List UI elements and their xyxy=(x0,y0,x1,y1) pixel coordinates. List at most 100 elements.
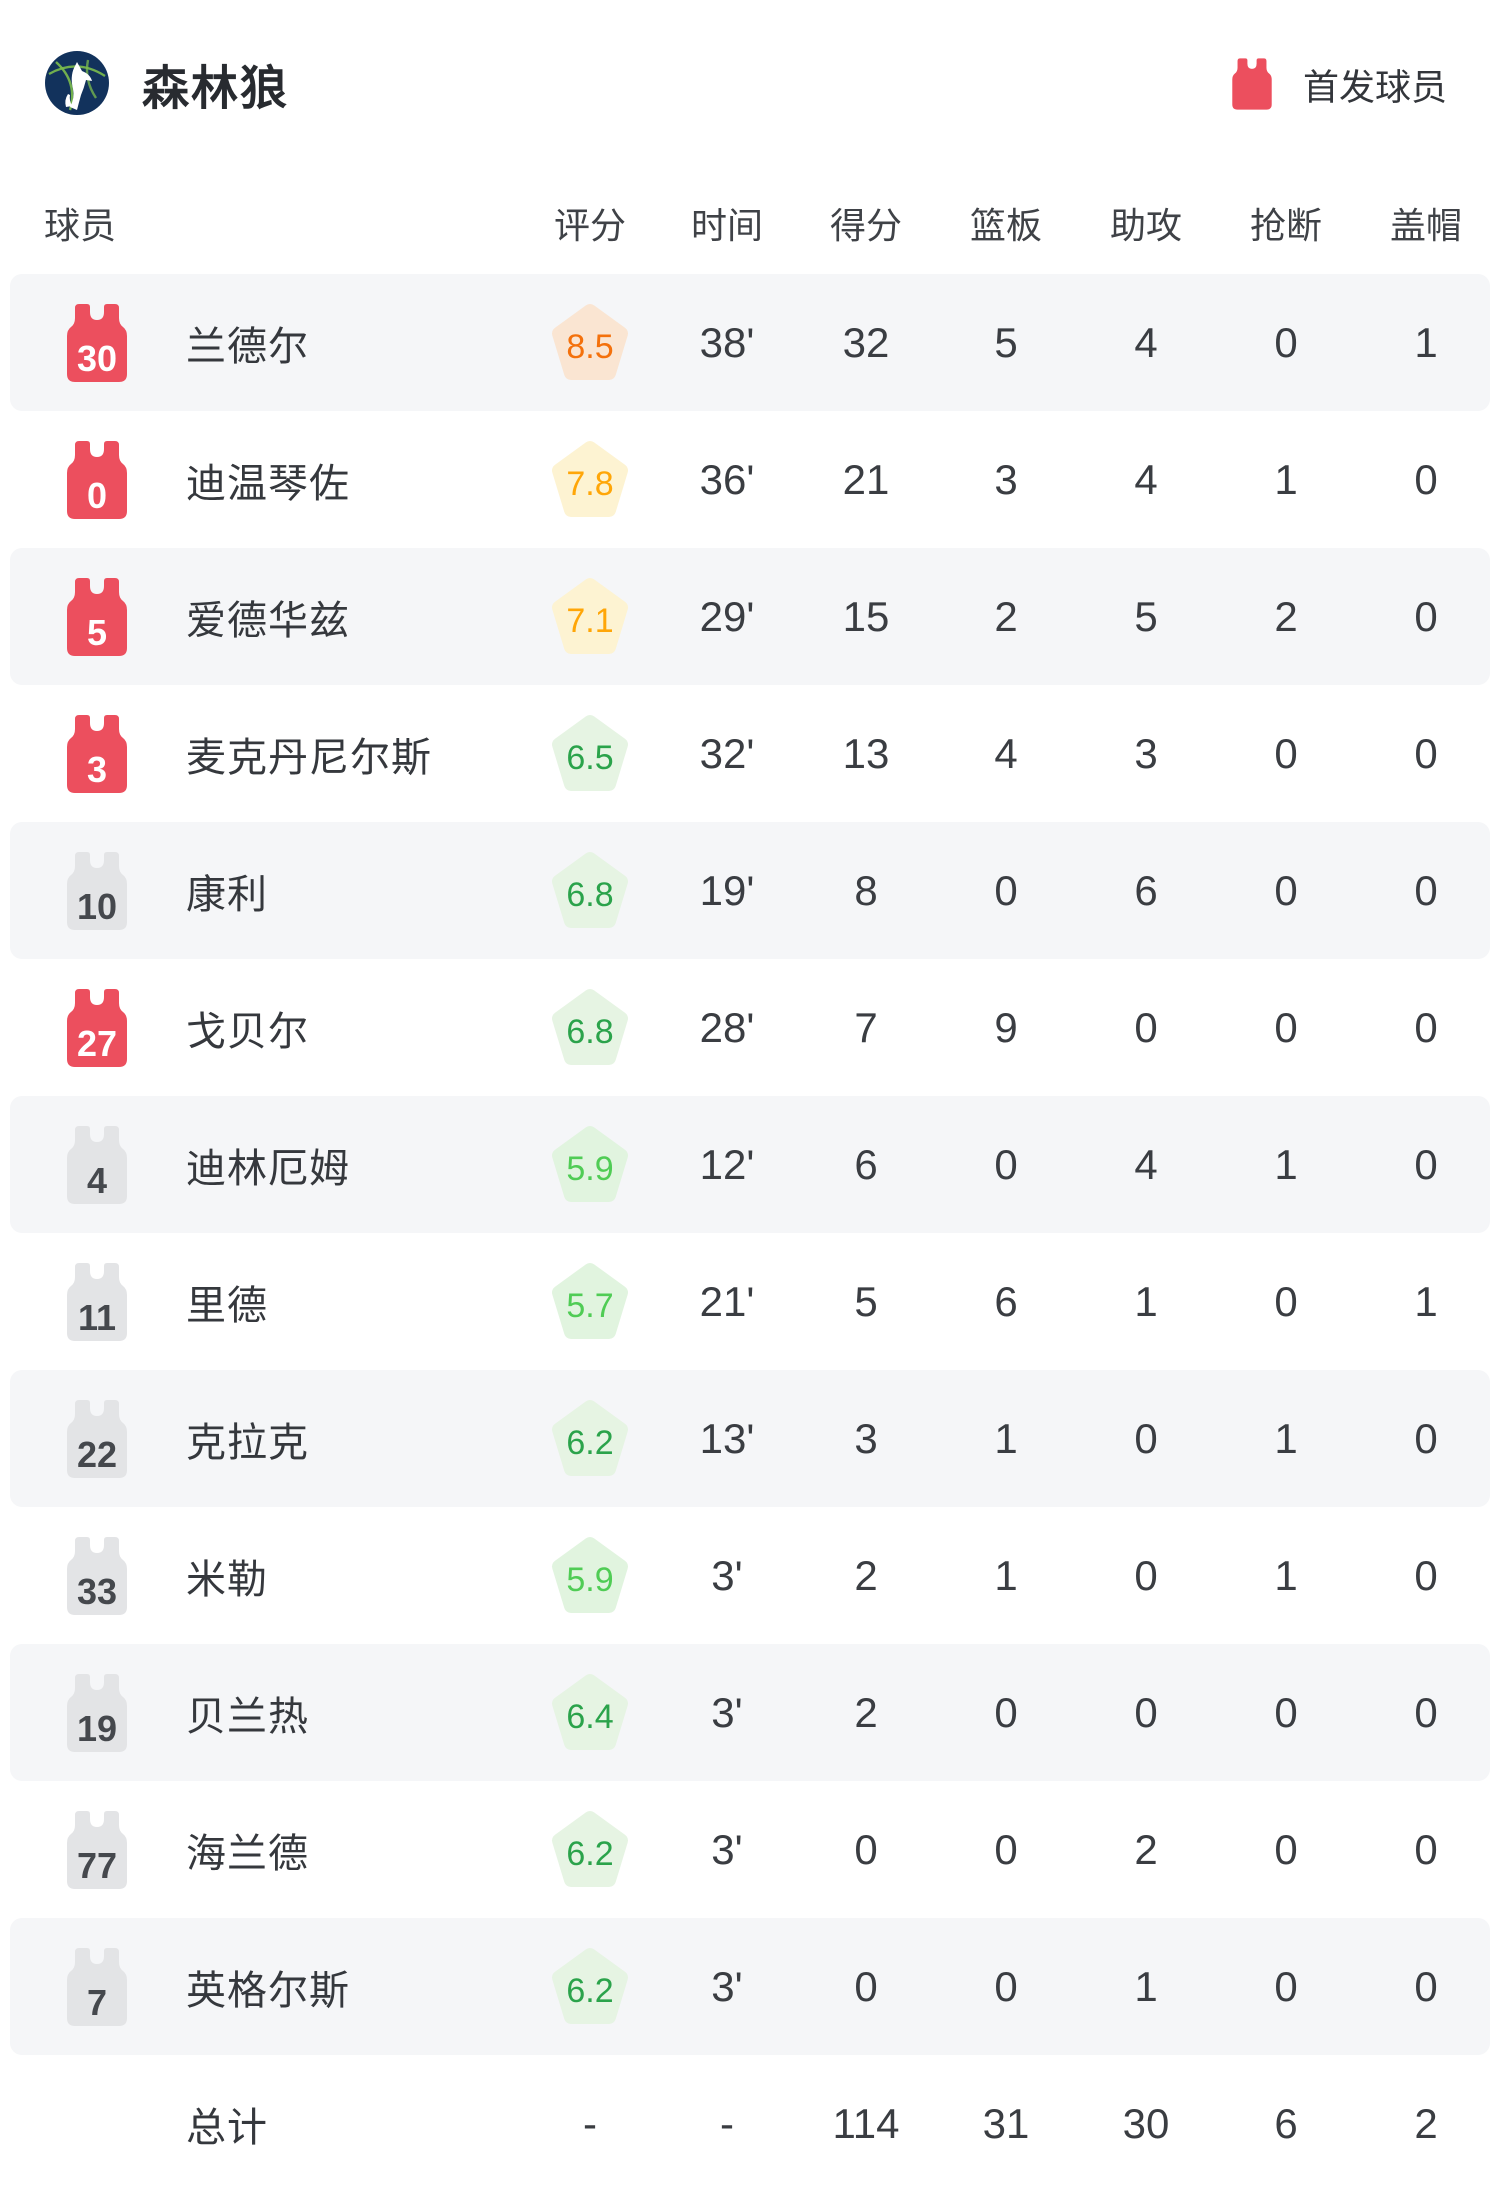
total-blocks-cell: 2 xyxy=(1414,2099,1438,2147)
rating-value: 6.8 xyxy=(566,1013,613,1051)
assists-cell: 0 xyxy=(1134,1414,1158,1462)
time-cell: 32' xyxy=(699,729,755,777)
rating-badge: 6.2 xyxy=(548,1809,632,1891)
column-header-rebounds: 篮板 xyxy=(969,205,1043,246)
blocks-cell: 0 xyxy=(1414,592,1438,640)
rating-badge: 5.7 xyxy=(548,1261,632,1343)
total-rebounds-cell: 31 xyxy=(982,2099,1030,2147)
steals-cell: 0 xyxy=(1274,729,1298,777)
player-name: 克拉克 xyxy=(186,1420,309,1465)
assists-cell: 4 xyxy=(1134,318,1158,366)
jersey-number: 27 xyxy=(77,1023,117,1064)
rebounds-cell: 6 xyxy=(994,1277,1018,1325)
rating-value: 6.5 xyxy=(566,739,613,777)
column-header-blocks: 盖帽 xyxy=(1389,205,1463,246)
time-cell: 19' xyxy=(699,866,755,914)
blocks-cell: 0 xyxy=(1414,1551,1438,1599)
player-name: 海兰德 xyxy=(186,1831,309,1876)
blocks-cell: 0 xyxy=(1414,1962,1438,2010)
player-name: 戈贝尔 xyxy=(186,1009,309,1054)
player-row[interactable]: 77 海兰德 6.2 3' 0 0 2 0 0 xyxy=(0,1781,1500,1918)
jersey-icon: 27 xyxy=(62,988,132,1068)
jersey-icon: 7 xyxy=(62,1947,132,2027)
column-header-player: 球员 xyxy=(44,205,117,246)
player-row[interactable]: 19 贝兰热 6.4 3' 2 0 0 0 0 xyxy=(0,1644,1500,1781)
points-cell: 0 xyxy=(854,1825,878,1873)
jersey-icon: 33 xyxy=(62,1536,132,1616)
total-steals-cell: 6 xyxy=(1274,2099,1298,2147)
player-name: 麦克丹尼尔斯 xyxy=(186,735,432,780)
steals-cell: 1 xyxy=(1274,1551,1298,1599)
points-cell: 21 xyxy=(842,455,890,503)
player-row[interactable]: 4 迪林厄姆 5.9 12' 6 0 4 1 0 xyxy=(0,1096,1500,1233)
steals-cell: 0 xyxy=(1274,866,1298,914)
steals-cell: 1 xyxy=(1274,455,1298,503)
total-assists-cell: 30 xyxy=(1122,2099,1170,2147)
player-table-rows: 30 兰德尔 8.5 38' 32 5 4 0 1 0 迪温琴佐 7.8 xyxy=(0,274,1500,2192)
jersey-icon: 5 xyxy=(62,577,132,657)
player-row[interactable]: 5 爱德华兹 7.1 29' 15 2 5 2 0 xyxy=(0,548,1500,685)
column-header-rating: 评分 xyxy=(553,205,627,246)
total-row: 总计 - - 114 31 30 6 2 xyxy=(0,2055,1500,2192)
points-cell: 5 xyxy=(854,1277,878,1325)
jersey-number: 5 xyxy=(87,612,107,653)
rebounds-cell: 0 xyxy=(994,1825,1018,1873)
points-cell: 0 xyxy=(854,1962,878,2010)
player-row[interactable]: 22 克拉克 6.2 13' 3 1 0 1 0 xyxy=(0,1370,1500,1507)
rebounds-cell: 0 xyxy=(994,866,1018,914)
player-row[interactable]: 3 麦克丹尼尔斯 6.5 32' 13 4 3 0 0 xyxy=(0,685,1500,822)
points-cell: 2 xyxy=(854,1688,878,1736)
blocks-cell: 1 xyxy=(1414,318,1438,366)
rating-badge: 6.8 xyxy=(548,850,632,932)
rating-value: 6.4 xyxy=(566,1698,613,1736)
player-name: 康利 xyxy=(186,872,268,917)
blocks-cell: 1 xyxy=(1414,1277,1438,1325)
player-name: 里德 xyxy=(186,1283,268,1328)
assists-cell: 2 xyxy=(1134,1825,1158,1873)
jersey-number: 30 xyxy=(77,338,117,379)
player-row[interactable]: 27 戈贝尔 6.8 28' 7 9 0 0 0 xyxy=(0,959,1500,1096)
time-cell: 3' xyxy=(711,1825,743,1873)
time-cell: 3' xyxy=(711,1551,743,1599)
blocks-cell: 0 xyxy=(1414,1140,1438,1188)
starter-jersey-icon xyxy=(1229,58,1275,111)
player-name: 爱德华兹 xyxy=(186,598,350,643)
blocks-cell: 0 xyxy=(1414,455,1438,503)
jersey-icon: 0 xyxy=(62,440,132,520)
rating-value: 8.5 xyxy=(566,328,613,366)
points-cell: 3 xyxy=(854,1414,878,1462)
player-row[interactable]: 0 迪温琴佐 7.8 36' 21 3 4 1 0 xyxy=(0,411,1500,548)
player-row[interactable]: 11 里德 5.7 21' 5 6 1 0 1 xyxy=(0,1233,1500,1370)
jersey-icon: 4 xyxy=(62,1125,132,1205)
rebounds-cell: 9 xyxy=(994,1003,1018,1051)
rating-value: 6.2 xyxy=(566,1424,613,1462)
rating-value: 5.9 xyxy=(566,1150,613,1188)
assists-cell: 1 xyxy=(1134,1962,1158,2010)
rating-badge: 6.4 xyxy=(548,1672,632,1754)
time-cell: 3' xyxy=(711,1962,743,2010)
player-row[interactable]: 10 康利 6.8 19' 8 0 6 0 0 xyxy=(0,822,1500,959)
player-row[interactable]: 7 英格尔斯 6.2 3' 0 0 1 0 0 xyxy=(0,1918,1500,2055)
time-cell: 3' xyxy=(711,1688,743,1736)
assists-cell: 4 xyxy=(1134,1140,1158,1188)
rating-value: 6.8 xyxy=(566,876,613,914)
rebounds-cell: 1 xyxy=(994,1551,1018,1599)
steals-cell: 1 xyxy=(1274,1140,1298,1188)
rebounds-cell: 5 xyxy=(994,318,1018,366)
rating-value: 5.7 xyxy=(566,1287,613,1325)
rebounds-cell: 0 xyxy=(994,1688,1018,1736)
assists-cell: 3 xyxy=(1134,729,1158,777)
blocks-cell: 0 xyxy=(1414,1825,1438,1873)
player-row[interactable]: 30 兰德尔 8.5 38' 32 5 4 0 1 xyxy=(0,274,1500,411)
player-name: 米勒 xyxy=(186,1557,268,1602)
time-cell: 38' xyxy=(699,318,755,366)
team-header: 森林狼 首发球员 xyxy=(0,0,1500,274)
blocks-cell: 0 xyxy=(1414,729,1438,777)
jersey-icon: 30 xyxy=(62,303,132,383)
assists-cell: 6 xyxy=(1134,866,1158,914)
jersey-icon: 11 xyxy=(62,1262,132,1342)
jersey-number: 22 xyxy=(77,1434,117,1475)
jersey-icon: 10 xyxy=(62,851,132,931)
team-logo xyxy=(44,50,110,116)
player-row[interactable]: 33 米勒 5.9 3' 2 1 0 1 0 xyxy=(0,1507,1500,1644)
